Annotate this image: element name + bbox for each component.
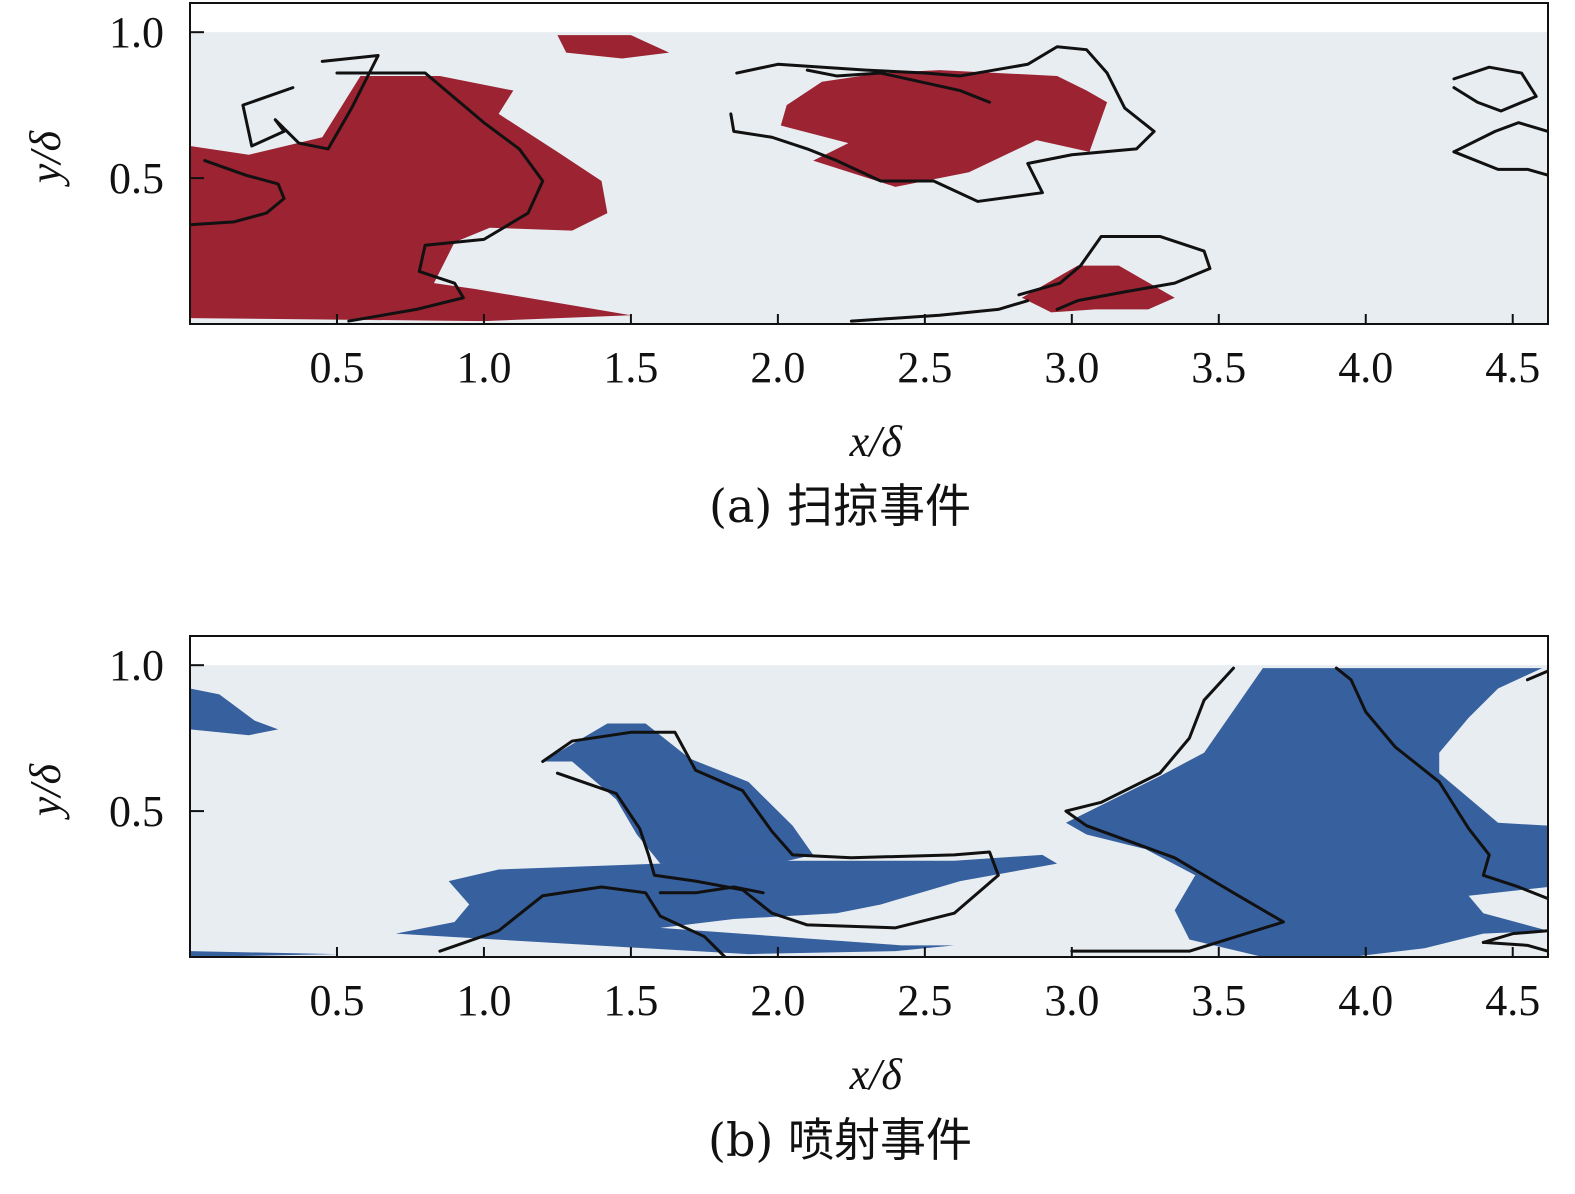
x-tick-label: 3.5 [1191,976,1246,1025]
contour-line-6 [1017,234,1212,311]
contour-line-5 [805,68,992,104]
y-axis-label: y/δ [21,762,70,820]
x-tick-label: 2.5 [897,976,952,1025]
contour-group [190,45,1548,323]
chart-panel-b: 0.5 1.0 1.5 2.0 2.5 3.0 3.5 4.0 4.5 0.5 1.0 x/δ y/δ (… [21,635,1549,1167]
plot-frame [189,2,1549,325]
x-tick-label: 4.0 [1338,976,1393,1025]
event-region-group [190,35,1175,322]
panel-caption: (b) 喷射事件 [708,1113,972,1167]
x-tick-label: 3.0 [1044,976,1099,1025]
contour-line-7 [849,299,1030,323]
contour-line-1 [335,71,545,323]
contour-line-4 [1064,666,1285,953]
contour-line-8 [1481,940,1548,953]
y-tick-label: 1.0 [109,641,164,690]
event-region-4 [1021,265,1175,313]
event-region-4 [395,854,1058,955]
contour-group [438,666,1548,957]
x-tick-label: 3.5 [1191,343,1246,392]
x-tick-label: 0.5 [309,976,364,1025]
x-tick-label: 0.5 [309,343,364,392]
y-tick-label: 0.5 [109,154,164,203]
contour-line-1 [541,730,1000,930]
contour-line-8 [1452,65,1538,113]
x-tick-label: 4.5 [1485,976,1540,1025]
event-region-2 [190,951,337,957]
y-tick-label: 1.0 [109,8,164,57]
event-region-2 [557,35,670,59]
event-region-1 [190,75,631,322]
contour-line-6 [1525,669,1548,682]
contour-line-4 [729,45,1156,203]
x-tick-label: 4.5 [1485,343,1540,392]
event-region-1 [190,688,279,736]
event-region-3 [542,723,814,867]
x-tick-label: 2.0 [750,976,805,1025]
event-region-group [190,668,1548,957]
contour-line-3 [658,885,765,895]
x-tick-label: 1.5 [603,343,658,392]
x-tick-label: 3.0 [1044,343,1099,392]
y-tick-label: 0.5 [109,787,164,836]
x-axis-label: x/δ [849,417,904,466]
x-axis-label: x/δ [849,1050,904,1099]
contour-line-5 [1334,666,1548,901]
event-region-3 [780,70,1108,187]
x-tick-label: 2.0 [750,343,805,392]
y-axis-label: y/δ [21,129,70,187]
chart-panel-a: 0.5 1.0 1.5 2.0 2.5 3.0 3.5 4.0 4.5 0.5 1.0 x/δ y/δ (… [21,2,1549,533]
x-tick-label: 4.0 [1338,343,1393,392]
contour-line-7 [1481,929,1548,944]
x-tick-label: 1.5 [603,976,658,1025]
contour-line-3 [190,159,286,227]
x-tick-label: 2.5 [897,343,952,392]
x-tick-label: 1.0 [456,343,511,392]
contour-line-10 [1452,150,1548,177]
panel-caption: (a) 扫掠事件 [709,479,971,533]
contour-line-2 [438,885,727,957]
plot-frame [189,635,1549,958]
contour-line-9 [1452,121,1548,154]
event-region-5 [1065,668,1548,957]
contour-line-2 [241,54,380,151]
x-tick-label: 1.0 [456,976,511,1025]
